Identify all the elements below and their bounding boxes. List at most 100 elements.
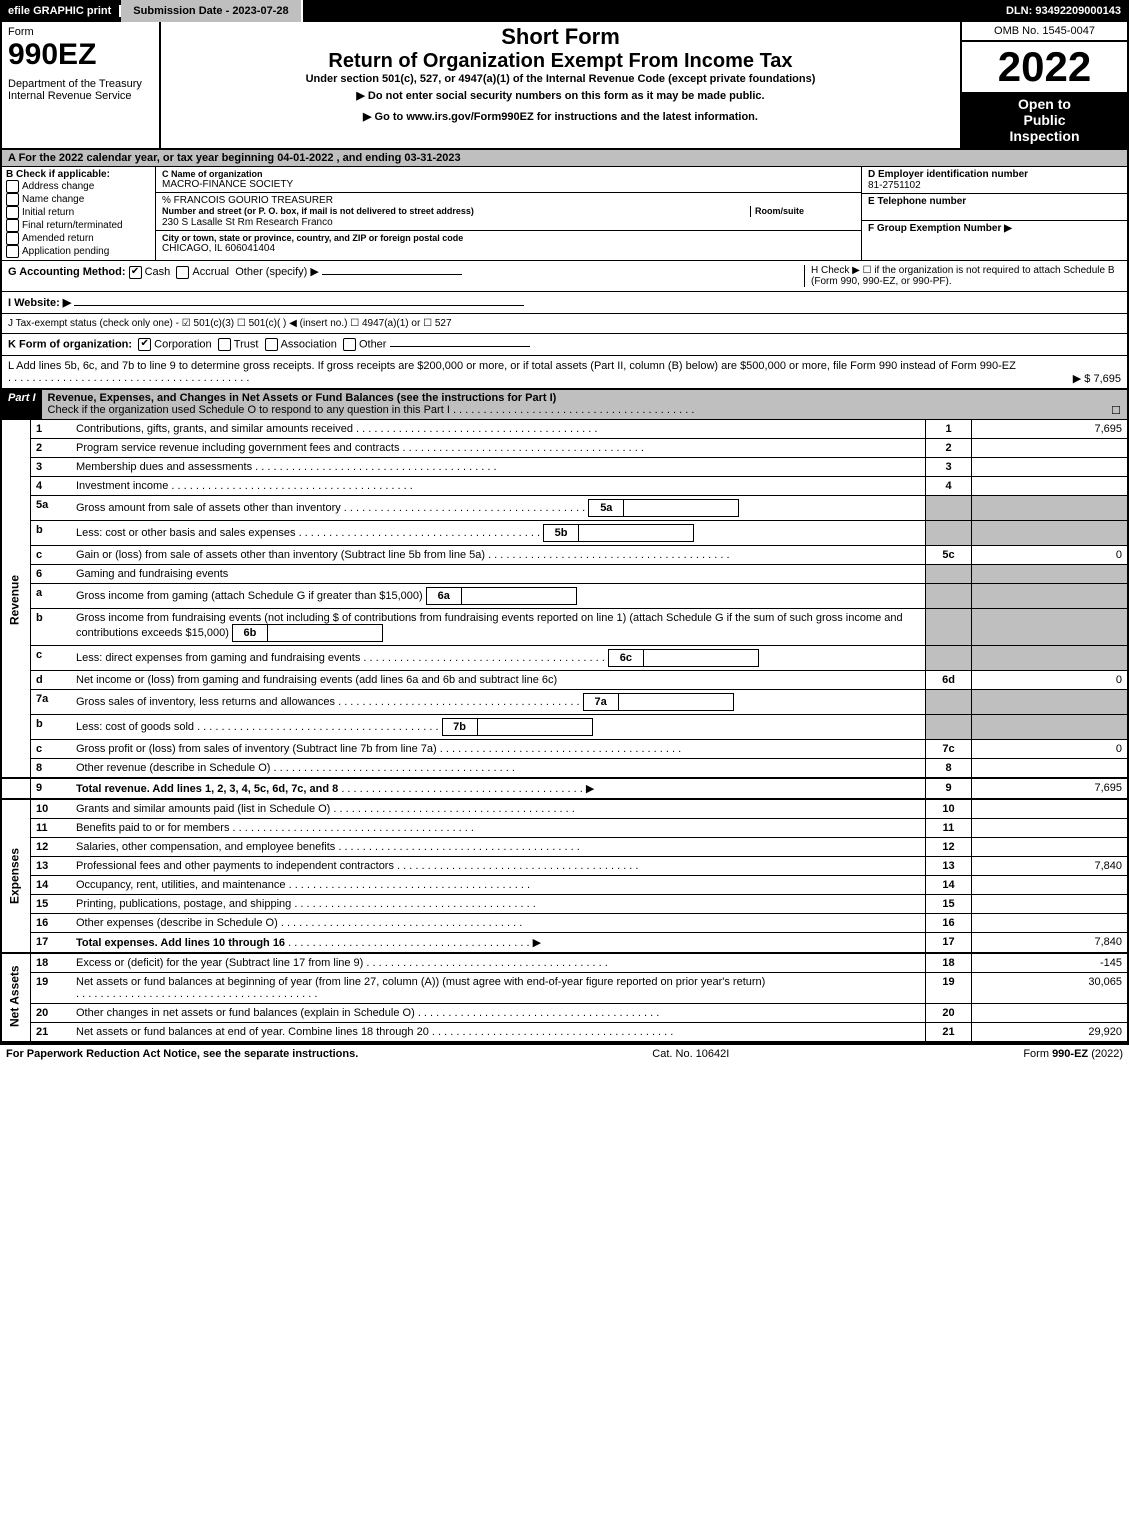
footer-right: Form 990-EZ (2022) (1023, 1048, 1123, 1060)
line16-desc: Other expenses (describe in Schedule O) (76, 917, 278, 929)
chk-application-pending[interactable] (6, 245, 19, 258)
goto-note[interactable]: ▶ Go to www.irs.gov/Form990EZ for instru… (167, 106, 954, 127)
line13-amount: 7,840 (972, 857, 1128, 876)
line4-amount (972, 477, 1128, 496)
open-line2: Public (966, 112, 1123, 128)
chk-address-change[interactable] (6, 180, 19, 193)
line7a-desc: Gross sales of inventory, less returns a… (76, 696, 335, 708)
efile-label[interactable]: efile GRAPHIC print (0, 5, 121, 17)
expenses-side-label: Expenses (2, 799, 31, 953)
line6c-desc: Less: direct expenses from gaming and fu… (76, 652, 360, 664)
top-bar: efile GRAPHIC print Submission Date - 20… (0, 0, 1129, 22)
page-footer: For Paperwork Reduction Act Notice, see … (0, 1043, 1129, 1063)
line2-desc: Program service revenue including govern… (76, 442, 399, 454)
line14-amount (972, 876, 1128, 895)
line16-amount (972, 914, 1128, 933)
line14-desc: Occupancy, rent, utilities, and maintena… (76, 879, 286, 891)
line15-desc: Printing, publications, postage, and shi… (76, 898, 291, 910)
street-address: 230 S Lasalle St Rm Research Franco (162, 217, 750, 228)
chk-corporation[interactable] (138, 338, 151, 351)
lbl-association: Association (281, 338, 337, 350)
ein: 81-2751102 (868, 180, 1121, 191)
section-def: D Employer identification number 81-2751… (862, 167, 1127, 260)
chk-name-change[interactable] (6, 193, 19, 206)
accounting-method-label: G Accounting Method: (8, 266, 126, 278)
dept-treasury: Department of the Treasury (8, 78, 153, 90)
chk-accrual[interactable] (176, 266, 189, 279)
section-c: C Name of organization MACRO-FINANCE SOC… (156, 167, 862, 260)
line5c-amount: 0 (972, 546, 1128, 565)
chk-final-return[interactable] (6, 219, 19, 232)
line20-desc: Other changes in net assets or fund bala… (76, 1007, 415, 1019)
part1-title: Revenue, Expenses, and Changes in Net As… (48, 392, 557, 404)
line19-desc: Net assets or fund balances at beginning… (76, 976, 765, 988)
chk-amended-return[interactable] (6, 232, 19, 245)
form-header: Form 990EZ Department of the Treasury In… (2, 22, 1127, 150)
line17-amount: 7,840 (972, 933, 1128, 954)
line5a-desc: Gross amount from sale of assets other t… (76, 502, 341, 514)
tax-year: 2022 (962, 42, 1127, 92)
section-b-title: B Check if applicable: (6, 169, 151, 180)
website-label: I Website: ▶ (8, 297, 71, 309)
lbl-other-method: Other (specify) ▶ (235, 266, 319, 278)
lbl-accrual: Accrual (192, 266, 229, 278)
chk-cash[interactable] (129, 266, 142, 279)
revenue-side-label: Revenue (2, 420, 31, 778)
k-row: K Form of organization: Corporation Trus… (2, 334, 1127, 356)
ein-label: D Employer identification number (868, 169, 1121, 180)
under-section: Under section 501(c), 527, or 4947(a)(1)… (167, 73, 954, 85)
phone-label: E Telephone number (868, 196, 1121, 207)
line20-amount (972, 1004, 1128, 1023)
line11-amount (972, 819, 1128, 838)
open-line1: Open to (966, 96, 1123, 112)
i-row: I Website: ▶ (2, 292, 1127, 314)
line6b-desc: Gross income from fundraising events (no… (76, 612, 903, 639)
lbl-initial-return: Initial return (22, 207, 74, 218)
line5b-desc: Less: cost or other basis and sales expe… (76, 527, 296, 539)
group-exemption-label: F Group Exemption Number ▶ (868, 223, 1121, 234)
lbl-cash: Cash (145, 266, 171, 278)
care-of: % FRANCOIS GOURIO TREASURER (162, 195, 855, 206)
line6d-desc: Net income or (loss) from gaming and fun… (76, 674, 557, 686)
line7c-amount: 0 (972, 740, 1128, 759)
part1-check-box[interactable]: ☐ (1111, 404, 1121, 417)
line19-amount: 30,065 (972, 973, 1128, 1004)
lbl-address-change: Address change (22, 181, 94, 192)
chk-association[interactable] (265, 338, 278, 351)
chk-initial-return[interactable] (6, 206, 19, 219)
section-a: A For the 2022 calendar year, or tax yea… (2, 150, 1127, 167)
section-b: B Check if applicable: Address change Na… (2, 167, 156, 260)
street-label: Number and street (or P. O. box, if mail… (162, 206, 474, 216)
chk-other-org[interactable] (343, 338, 356, 351)
irs-label: Internal Revenue Service (8, 90, 153, 102)
line9-amount: 7,695 (972, 778, 1128, 799)
line21-amount: 29,920 (972, 1023, 1128, 1042)
part1-header: Part I Revenue, Expenses, and Changes in… (2, 388, 1127, 420)
chk-trust[interactable] (218, 338, 231, 351)
line1-amount: 7,695 (972, 420, 1128, 439)
form-org-label: K Form of organization: (8, 338, 132, 350)
g-h-row: G Accounting Method: Cash Accrual Other … (2, 261, 1127, 292)
form-number: 990EZ (8, 38, 153, 72)
ssn-note: ▶ Do not enter social security numbers o… (167, 85, 954, 106)
line1-desc: Contributions, gifts, grants, and simila… (76, 423, 353, 435)
open-line3: Inspection (966, 128, 1123, 144)
line8-desc: Other revenue (describe in Schedule O) (76, 762, 270, 774)
line10-amount (972, 799, 1128, 819)
line7c-desc: Gross profit or (loss) from sales of inv… (76, 743, 437, 755)
part1-label: Part I (2, 390, 42, 419)
line4-desc: Investment income (76, 480, 168, 492)
l-row: L Add lines 5b, 6c, and 7b to line 9 to … (2, 356, 1127, 388)
form-label: Form (8, 26, 153, 38)
return-title: Return of Organization Exempt From Incom… (167, 50, 954, 73)
line5c-desc: Gain or (loss) from sale of assets other… (76, 549, 485, 561)
line6-desc: Gaming and fundraising events (76, 568, 228, 580)
lbl-other-org: Other (359, 338, 387, 350)
lbl-corporation: Corporation (154, 338, 211, 350)
line3-amount (972, 458, 1128, 477)
omb-number: OMB No. 1545-0047 (962, 22, 1127, 42)
line2-amount (972, 439, 1128, 458)
lbl-final-return: Final return/terminated (22, 220, 123, 231)
part1-check-text: Check if the organization used Schedule … (48, 404, 450, 416)
dln: DLN: 93492209000143 (998, 5, 1129, 17)
